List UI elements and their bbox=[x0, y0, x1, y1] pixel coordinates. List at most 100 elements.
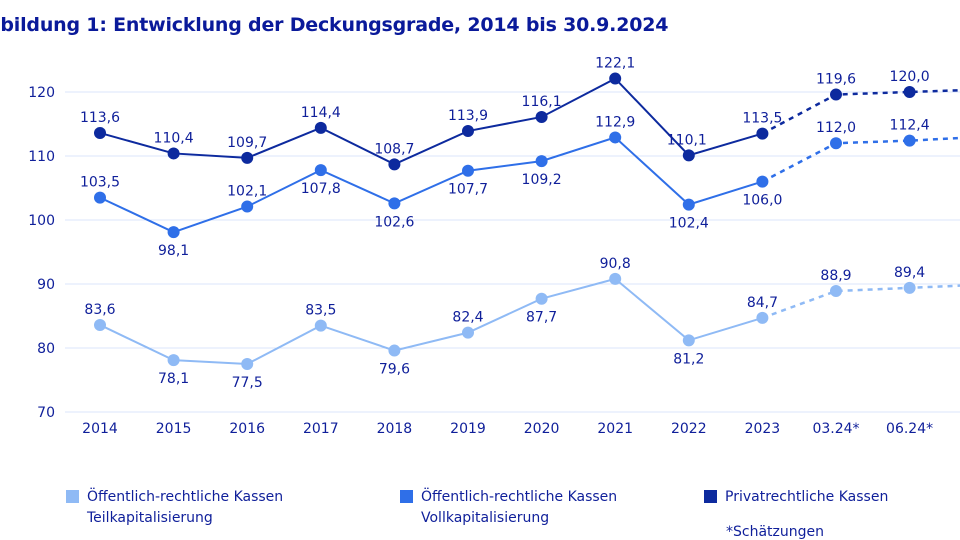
x-tick-label: 06.24* bbox=[886, 421, 933, 437]
x-tick-label: 2017 bbox=[303, 421, 339, 437]
data-point bbox=[830, 285, 842, 298]
data-label: 102,6 bbox=[374, 214, 414, 230]
y-tick-label: 100 bbox=[28, 213, 55, 229]
data-label: 113,6 bbox=[80, 110, 120, 126]
data-label: 109,2 bbox=[522, 172, 562, 188]
data-point bbox=[756, 175, 769, 188]
legend-label: Öffentlich-rechtliche Kassen bbox=[421, 489, 618, 505]
data-label: 82,4 bbox=[452, 310, 483, 326]
data-label: 84,7 bbox=[747, 295, 778, 311]
data-point bbox=[682, 334, 695, 347]
data-point bbox=[94, 191, 106, 204]
data-point bbox=[830, 137, 842, 150]
data-point bbox=[462, 164, 474, 177]
data-point bbox=[535, 292, 548, 305]
data-label: 112,4 bbox=[890, 118, 930, 134]
data-point bbox=[682, 149, 695, 162]
data-point bbox=[830, 88, 842, 101]
data-label: 102,1 bbox=[227, 184, 267, 200]
data-label: 108,7 bbox=[374, 141, 414, 157]
data-point bbox=[903, 134, 916, 147]
x-tick-label: 03.24* bbox=[812, 421, 859, 437]
legend-label: Teilkapitalisierung bbox=[87, 510, 213, 526]
data-point bbox=[167, 354, 180, 367]
data-label: 109,7 bbox=[227, 135, 267, 151]
x-tick-label: 2022 bbox=[671, 421, 707, 437]
data-label: 81,2 bbox=[673, 351, 704, 367]
data-point bbox=[314, 164, 327, 177]
data-label: 116,1 bbox=[522, 94, 562, 110]
data-point bbox=[314, 319, 327, 332]
x-tick-label: 2021 bbox=[597, 421, 633, 437]
data-label: 113,9 bbox=[448, 108, 488, 124]
data-label: 110,4 bbox=[154, 130, 194, 146]
y-tick-label: 110 bbox=[28, 149, 55, 165]
x-tick-label: 2018 bbox=[377, 421, 413, 437]
series-line-estimate bbox=[761, 136, 960, 183]
data-label: 110,1 bbox=[667, 132, 707, 148]
legend-swatch bbox=[66, 490, 79, 503]
legend-item-privat: Privatrechtliche Kassen bbox=[704, 487, 888, 508]
data-point bbox=[167, 226, 180, 239]
data-label: 83,5 bbox=[305, 303, 336, 319]
legend-label: Vollkapitalisierung bbox=[421, 510, 550, 526]
series-line-estimate bbox=[761, 284, 960, 320]
data-point bbox=[388, 197, 401, 210]
x-tick-label: 2014 bbox=[82, 421, 118, 437]
data-point bbox=[535, 155, 548, 168]
y-tick-label: 80 bbox=[37, 341, 55, 357]
data-point bbox=[462, 125, 474, 138]
data-label: 107,7 bbox=[448, 182, 488, 198]
data-label: 88,9 bbox=[820, 268, 851, 284]
data-label: 119,6 bbox=[816, 72, 856, 88]
data-point bbox=[241, 358, 254, 370]
legend-item-teil: Öffentlich-rechtliche Kassen Teilkapitali… bbox=[66, 487, 283, 529]
chart-title: bbildung 1: Entwicklung der Deckungsgrad… bbox=[0, 14, 669, 36]
legend-swatch bbox=[704, 490, 717, 503]
data-label: 77,5 bbox=[232, 375, 263, 391]
data-point bbox=[535, 110, 548, 123]
x-tick-label: 2023 bbox=[745, 421, 781, 437]
data-point bbox=[167, 147, 180, 160]
data-point bbox=[903, 86, 916, 98]
legend-label: Privatrechtliche Kassen bbox=[725, 489, 889, 505]
data-point bbox=[609, 72, 622, 85]
legend-item-voll: Öffentlich-rechtliche Kassen Vollkapitali… bbox=[400, 487, 617, 529]
y-tick-label: 90 bbox=[37, 277, 55, 293]
data-label: 102,4 bbox=[669, 216, 709, 232]
data-point bbox=[388, 158, 401, 171]
data-point bbox=[241, 200, 254, 213]
data-label: 98,1 bbox=[158, 243, 189, 259]
data-point bbox=[756, 127, 769, 140]
data-label: 87,7 bbox=[526, 310, 557, 326]
data-label: 122,1 bbox=[595, 56, 635, 72]
data-label: 106,0 bbox=[742, 193, 782, 209]
y-tick-label: 120 bbox=[28, 85, 55, 101]
data-point bbox=[682, 198, 695, 211]
data-label: 79,6 bbox=[379, 362, 410, 378]
series-line-solid bbox=[99, 77, 763, 166]
data-label: 89,4 bbox=[894, 265, 925, 281]
data-point bbox=[609, 272, 622, 285]
legend-label: Öffentlich-rechtliche Kassen bbox=[87, 489, 284, 505]
x-tick-label: 2016 bbox=[229, 421, 265, 437]
data-label: 113,5 bbox=[742, 111, 782, 127]
data-label: 107,8 bbox=[301, 181, 341, 197]
data-point bbox=[903, 281, 916, 294]
data-point bbox=[314, 121, 327, 134]
data-label: 112,9 bbox=[595, 114, 635, 130]
series-line-solid bbox=[99, 277, 763, 366]
data-point bbox=[94, 318, 106, 331]
data-point bbox=[241, 151, 254, 164]
x-tick-label: 2019 bbox=[450, 421, 486, 437]
data-point bbox=[609, 131, 622, 144]
series-line-solid bbox=[99, 136, 763, 234]
data-point bbox=[94, 126, 106, 139]
x-tick-label: 2020 bbox=[524, 421, 560, 437]
x-tick-label: 2015 bbox=[156, 421, 192, 437]
data-label: 78,1 bbox=[158, 371, 189, 387]
footnote: *Schätzungen bbox=[726, 524, 824, 540]
y-tick-label: 70 bbox=[37, 405, 55, 421]
series-line-estimate bbox=[761, 88, 960, 135]
